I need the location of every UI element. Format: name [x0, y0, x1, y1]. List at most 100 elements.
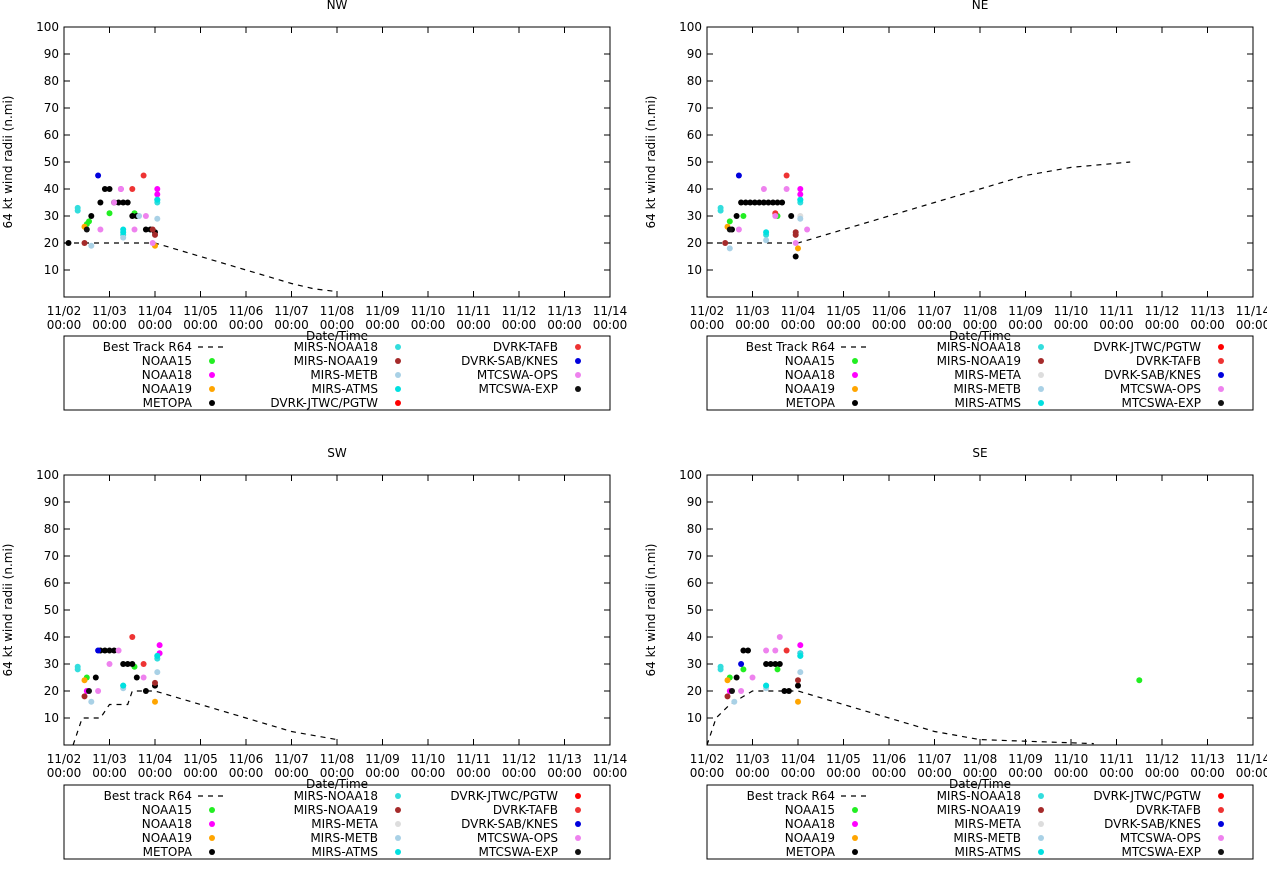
data-point-noaa19: [81, 677, 88, 684]
legend-label: NOAA19: [785, 382, 835, 396]
data-point-metopa: [142, 688, 149, 694]
data-point-mirs-noaa19: [152, 231, 158, 238]
data-point-mirs-metb: [88, 242, 95, 249]
x-tick-label-date: 11/12: [502, 304, 537, 318]
data-point-mirs-metb: [154, 215, 161, 222]
x-tick-label-time: 00:00: [1054, 766, 1089, 780]
data-point-metopa: [129, 661, 136, 667]
legend-label: MIRS-META: [954, 368, 1022, 382]
data-point-mtcswa-ops: [792, 240, 799, 246]
data-point-metopa: [733, 674, 740, 681]
x-tick-label-date: 11/11: [1099, 304, 1134, 318]
x-tick-label-time: 00:00: [1145, 318, 1180, 332]
data-point-metopa: [781, 688, 788, 694]
x-tick-label-time: 00:00: [320, 766, 355, 780]
x-tick-label-date: 11/04: [781, 304, 816, 318]
data-point-noaa18: [797, 191, 804, 198]
legend-label: NOAA18: [142, 368, 192, 382]
x-tick-label-date: 11/09: [365, 304, 400, 318]
x-tick-label-date: 11/04: [138, 304, 173, 318]
legend-marker: [1038, 358, 1044, 364]
data-point-mirs-metb: [136, 213, 143, 219]
x-tick-label-date: 11/06: [229, 304, 264, 318]
legend-label: Best Track R64: [103, 340, 192, 354]
legend-marker: [1038, 372, 1044, 378]
data-point-metopa: [772, 661, 779, 667]
legend-marker: [395, 372, 401, 378]
data-point-metopa: [133, 674, 140, 681]
x-tick-label-date: 11/13: [547, 304, 582, 318]
legend-marker: [852, 386, 858, 392]
data-point-mirs-noaa19: [81, 693, 88, 700]
x-tick-label-date: 11/08: [963, 752, 998, 766]
legend-label: Best track R64: [747, 789, 835, 803]
legend-label: DVRK-JTWC/PGTW: [1093, 340, 1201, 354]
x-tick-label-time: 00:00: [547, 318, 582, 332]
x-tick-label-time: 00:00: [1145, 766, 1180, 780]
x-tick-label-date: 11/04: [781, 752, 816, 766]
x-tick-label-date: 11/07: [917, 752, 952, 766]
data-point-dvrk-tafb: [140, 172, 147, 179]
data-point-mirs-noaa19: [152, 679, 158, 686]
legend-marker: [1218, 372, 1224, 378]
legend-marker: [1038, 793, 1044, 799]
x-tick-label-time: 00:00: [781, 318, 816, 332]
y-tick-label: 90: [44, 47, 59, 61]
legend-marker: [1218, 344, 1224, 350]
legend-marker: [395, 344, 401, 350]
data-point-metopa: [767, 661, 774, 667]
y-tick-label: 80: [687, 522, 702, 536]
x-tick-label-time: 00:00: [138, 766, 173, 780]
data-point-noaa15: [1136, 677, 1143, 684]
legend-marker: [209, 400, 215, 406]
legend-label: DVRK-SAB/KNES: [1104, 817, 1201, 831]
data-point-mtcswa-ops: [738, 688, 745, 694]
x-tick-label-date: 11/06: [872, 752, 907, 766]
data-point-metopa: [742, 199, 749, 206]
y-tick-label: 20: [687, 684, 702, 698]
legend-label: NOAA15: [785, 803, 835, 817]
legend-label: MIRS-ATMS: [955, 396, 1022, 410]
legend-marker: [395, 386, 401, 392]
legend-marker: [852, 400, 858, 406]
data-point-noaa15: [774, 666, 781, 673]
data-point-mtcswa-ops: [140, 674, 147, 681]
y-axis-label: 64 kt wind radii (n.mi): [644, 96, 658, 229]
y-tick-label: 50: [687, 603, 702, 617]
legend-label: NOAA15: [142, 354, 192, 368]
x-tick-label-time: 00:00: [1008, 766, 1043, 780]
x-tick-label-time: 00:00: [229, 766, 264, 780]
y-tick-label: 40: [44, 630, 59, 644]
legend-label: MIRS-NOAA18: [294, 340, 378, 354]
data-point-metopa: [740, 647, 747, 654]
x-tick-label-date: 11/06: [872, 304, 907, 318]
legend-label: MTCSWA-OPS: [1120, 382, 1201, 396]
legend-marker: [395, 849, 401, 855]
legend-marker: [395, 400, 401, 406]
data-point-noaa15: [106, 210, 113, 217]
data-point-metopa: [770, 199, 776, 206]
data-point-noaa19: [724, 677, 731, 684]
data-point-mtcswa-ops: [142, 213, 149, 219]
legend-marker: [1038, 821, 1044, 827]
x-tick-label-date: 11/05: [183, 752, 218, 766]
legend-marker: [1038, 849, 1044, 855]
y-tick-label: 80: [44, 74, 59, 88]
y-axis-label: 64 kt wind radii (n.mi): [644, 544, 658, 677]
legend-marker: [395, 807, 401, 813]
legend-label: MIRS-NOAA19: [937, 803, 1021, 817]
x-tick-label-date: 11/07: [274, 752, 309, 766]
x-tick-label-date: 11/05: [183, 304, 218, 318]
x-tick-label-time: 00:00: [593, 766, 628, 780]
x-tick-label-date: 11/10: [1054, 304, 1089, 318]
data-point-noaa18: [797, 642, 804, 649]
x-tick-label-date: 11/14: [593, 304, 628, 318]
legend-label: NOAA15: [142, 803, 192, 817]
legend-label: MTCSWA-OPS: [477, 831, 558, 845]
legend-marker: [1038, 807, 1044, 813]
legend-label: DVRK-JTWC/PGTW: [270, 396, 378, 410]
data-point-metopa: [97, 199, 104, 206]
x-tick-label-time: 00:00: [1099, 766, 1134, 780]
x-tick-label-time: 00:00: [47, 766, 82, 780]
